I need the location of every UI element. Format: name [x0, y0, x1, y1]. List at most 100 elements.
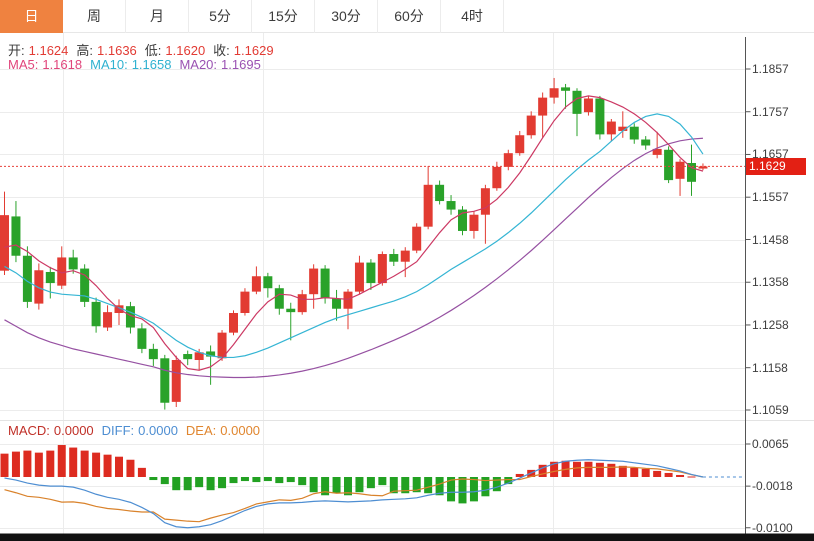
- axis-tick-label: 1.1358: [752, 275, 789, 290]
- macd-histogram-bar: [447, 477, 456, 502]
- axis-tick-label: 1.1258: [752, 317, 789, 332]
- tab-5分[interactable]: 5分: [189, 0, 252, 33]
- tab-30分[interactable]: 30分: [315, 0, 378, 33]
- candle-body: [664, 149, 674, 181]
- macd-histogram-bar: [469, 477, 478, 502]
- diff-line: [4, 459, 704, 529]
- macd-info-row: MACD: 0.0000 DIFF: 0.0000 DEA: 0.0000: [8, 423, 268, 438]
- macd-histogram-bar: [389, 477, 398, 494]
- info-label: 高:: [76, 43, 94, 58]
- ma5-line: [4, 95, 704, 371]
- candle-body: [675, 161, 685, 179]
- macd-histogram-bar: [401, 477, 410, 494]
- candle-body: [480, 188, 490, 215]
- candle-body: [423, 184, 433, 227]
- macd-histogram-bar: [115, 456, 123, 477]
- macd-histogram-bar: [240, 477, 249, 482]
- axis-tick-label: 0.0065: [752, 437, 789, 451]
- candle-body: [492, 166, 502, 189]
- candle-body: [435, 184, 445, 202]
- macd-histogram-bar: [573, 461, 581, 477]
- macd-histogram-bar: [252, 477, 261, 483]
- macd-histogram-bar: [641, 468, 650, 477]
- candle-body: [229, 312, 238, 333]
- candle-body: [458, 209, 467, 231]
- axis-tick-label: 1.1657: [752, 147, 789, 162]
- candle-body: [217, 332, 227, 359]
- tab-周[interactable]: 周: [63, 0, 126, 33]
- macd-histogram-bar: [538, 464, 547, 477]
- macd-histogram-bar: [630, 467, 639, 477]
- ma10-line: [4, 113, 704, 359]
- candle-body: [687, 163, 696, 182]
- candle-body: [343, 291, 353, 309]
- macd-histogram-bar: [126, 459, 135, 477]
- candle-body: [137, 328, 147, 349]
- candle-body: [286, 308, 296, 313]
- axis-tick-label: -0.0100: [752, 520, 793, 535]
- macd-histogram-bar: [195, 477, 204, 488]
- tab-60分[interactable]: 60分: [378, 0, 441, 33]
- macd-histogram-bar: [23, 450, 32, 477]
- tab-4时[interactable]: 4时: [441, 0, 504, 33]
- macd-histogram-bar: [34, 452, 43, 477]
- macd-histogram-bar: [458, 477, 467, 504]
- candle-body: [515, 135, 525, 154]
- macd-histogram-bar: [481, 477, 490, 497]
- candle-body: [0, 215, 9, 271]
- candle-body: [148, 348, 158, 360]
- candle-body: [354, 262, 364, 292]
- candle-body: [160, 358, 170, 403]
- macd-histogram-bar: [515, 473, 524, 477]
- info-label: MA20:: [179, 57, 218, 72]
- candle-body: [274, 288, 284, 309]
- axis-tick-label: 1.1059: [752, 403, 789, 417]
- candle-body: [561, 87, 571, 91]
- ohlc-info-row: 开: 1.1624 高: 1.1636 低: 1.1620 收: 1.1629: [8, 40, 282, 59]
- macd-histogram-bar: [275, 477, 284, 484]
- candle-body: [400, 250, 410, 262]
- macd-histogram-bar: [183, 477, 192, 491]
- candle-body: [618, 126, 628, 131]
- macd-histogram-bar: [229, 477, 238, 484]
- ma-info-row: MA5: 1.1618 MA10: 1.1658 MA20: 1.1695: [8, 57, 269, 72]
- tab-日[interactable]: 日: [0, 0, 63, 33]
- macd-histogram-bar: [687, 476, 696, 478]
- macd-histogram-bar: [57, 445, 66, 477]
- macd-histogram-bar: [298, 477, 307, 486]
- candle-body: [297, 294, 307, 313]
- macd-histogram-bar: [321, 477, 330, 496]
- ma20-line: [4, 137, 703, 379]
- candle-body: [320, 268, 330, 299]
- macd-histogram-bar: [344, 477, 352, 496]
- info-value: 0.0000: [53, 423, 94, 438]
- macd-histogram-bar: [137, 467, 146, 477]
- macd-histogram-bar: [46, 450, 55, 477]
- macd-histogram-bar: [366, 477, 375, 489]
- macd-histogram-bar: [0, 453, 9, 477]
- macd-histogram-bar: [653, 470, 662, 477]
- candle-body: [366, 262, 376, 284]
- macd-histogram-bar: [103, 454, 112, 477]
- macd-histogram-bar: [607, 463, 616, 477]
- current-price-label: 1.1629: [746, 158, 806, 176]
- tab-15分[interactable]: 15分: [252, 0, 315, 33]
- info-label: 收:: [213, 43, 230, 58]
- candle-body: [11, 216, 21, 256]
- candle-body: [45, 271, 55, 284]
- info-value: 1.1636: [97, 43, 137, 58]
- macd-histogram-bar: [92, 452, 101, 477]
- tab-月[interactable]: 月: [126, 0, 189, 33]
- candle-body: [606, 121, 616, 135]
- macd-histogram-bar: [286, 477, 295, 483]
- axis-tick-label: 1.1557: [752, 190, 789, 205]
- macd-histogram-bar: [378, 477, 387, 486]
- candle-body: [57, 257, 67, 286]
- candle-body: [446, 201, 456, 210]
- macd-histogram-bar: [492, 477, 501, 492]
- candle-body: [652, 148, 662, 155]
- macd-histogram-bar: [584, 461, 593, 477]
- info-value: 1.1695: [221, 57, 261, 72]
- candle-body: [91, 301, 101, 327]
- candle-body: [389, 254, 399, 262]
